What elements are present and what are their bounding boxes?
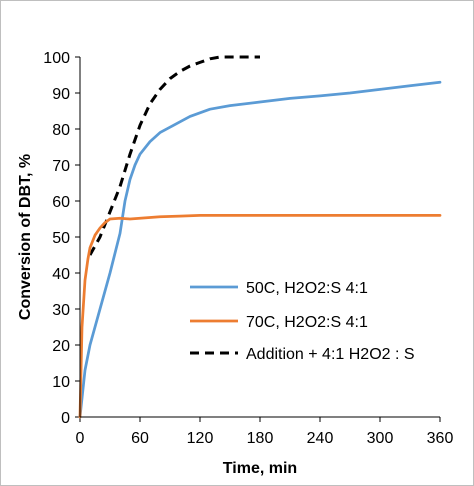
- legend-label-2: 70C, H2O2:S 4:1: [246, 314, 368, 331]
- x-axis-title: Time, min: [223, 460, 297, 477]
- y-tick-label: 100: [43, 50, 70, 67]
- y-tick-label: 20: [52, 338, 70, 355]
- y-axis-title: Conversion of DBT, %: [17, 154, 34, 320]
- legend-label-1: 50C, H2O2:S 4:1: [246, 280, 368, 297]
- series-layer: [78, 55, 442, 419]
- y-tick-label: 70: [52, 158, 70, 175]
- y-tick-label: 40: [52, 266, 70, 283]
- series-line-1: [78, 80, 442, 419]
- y-tick-label: 50: [52, 230, 70, 247]
- y-tick-label: 10: [52, 374, 70, 391]
- y-tick-label: 60: [52, 194, 70, 211]
- x-tick-label: 180: [247, 430, 274, 447]
- series-line-3: [88, 55, 260, 256]
- y-tick-label: 80: [52, 122, 70, 139]
- y-axis-ticks: 0 10 20 30 40 50 60 70 80 90 100: [43, 50, 80, 427]
- x-tick-label: 300: [367, 430, 394, 447]
- x-axis-ticks: 0 60 120 180 240 300 360: [76, 417, 454, 447]
- legend: 50C, H2O2:S 4:1 70C, H2O2:S 4:1 Addition +…: [190, 280, 415, 363]
- series-line-2: [78, 214, 442, 419]
- x-tick-label: 60: [131, 430, 149, 447]
- x-tick-label: 360: [427, 430, 454, 447]
- x-tick-label: 240: [307, 430, 334, 447]
- y-tick-label: 30: [52, 302, 70, 319]
- x-tick-label: 120: [187, 430, 214, 447]
- y-tick-label: 90: [52, 86, 70, 103]
- legend-label-3: Addition + 4:1 H2O2 : S: [246, 346, 415, 363]
- y-tick-label: 0: [61, 410, 70, 427]
- x-tick-label: 0: [76, 430, 85, 447]
